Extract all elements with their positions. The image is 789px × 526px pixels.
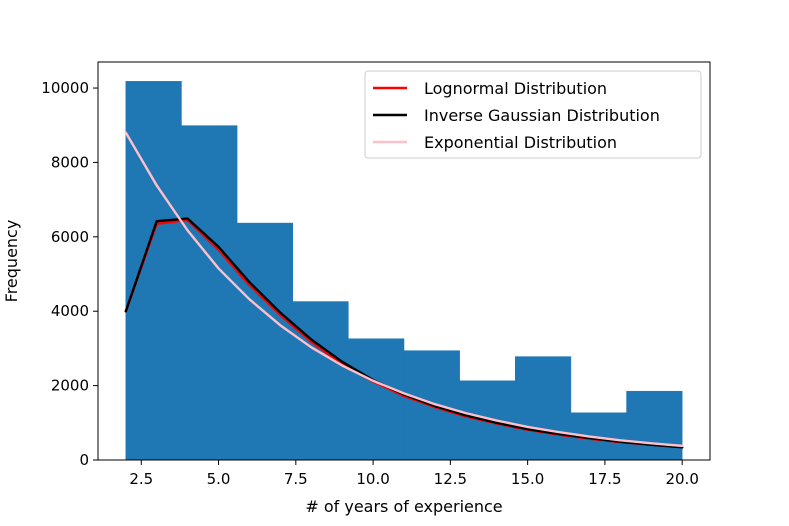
legend: Lognormal Distribution Inverse Gaussian D… <box>364 70 702 159</box>
histogram-bar <box>292 301 349 461</box>
x-tick-label: 10.0 <box>356 470 389 488</box>
y-tick-label: 0 <box>79 451 89 469</box>
x-tick-label: 2.5 <box>129 470 153 488</box>
histogram-bar <box>515 356 572 461</box>
histogram-bars <box>125 81 683 461</box>
legend-label: Inverse Gaussian Distribution <box>424 106 660 125</box>
y-tick-label: 2000 <box>51 377 89 395</box>
histogram-bar <box>626 390 683 461</box>
legend-label: Exponential Distribution <box>424 133 617 152</box>
histogram-bar <box>125 81 182 461</box>
x-tick-label: 7.5 <box>284 470 308 488</box>
x-tick-label: 20.0 <box>665 470 698 488</box>
y-axis-label: Frequency <box>2 220 21 303</box>
y-tick-label: 10000 <box>41 79 89 97</box>
series-line-2 <box>124 131 684 448</box>
distribution-lines <box>124 131 684 449</box>
plot-frame <box>97 61 711 461</box>
histogram-bar <box>236 222 293 461</box>
y-tick-label: 4000 <box>51 302 89 320</box>
x-tick-label: 5.0 <box>207 470 231 488</box>
y-tick-label: 8000 <box>51 153 89 171</box>
histogram-bar <box>181 125 238 461</box>
y-tick-label: 6000 <box>51 228 89 246</box>
x-tick-label: 15.0 <box>511 470 544 488</box>
legend-label: Lognormal Distribution <box>424 79 607 98</box>
x-tick-label: 12.5 <box>434 470 467 488</box>
x-axis-ticks: 2.5 5.0 7.5 10.0 12.5 15.0 17.5 20.0 <box>129 460 699 488</box>
x-tick-label: 17.5 <box>588 470 621 488</box>
legend-box <box>364 70 702 159</box>
x-axis-label: # of years of experience <box>305 497 502 516</box>
y-axis-ticks: 0 2000 4000 6000 8000 10000 <box>41 79 98 469</box>
histogram-bar <box>348 338 405 461</box>
